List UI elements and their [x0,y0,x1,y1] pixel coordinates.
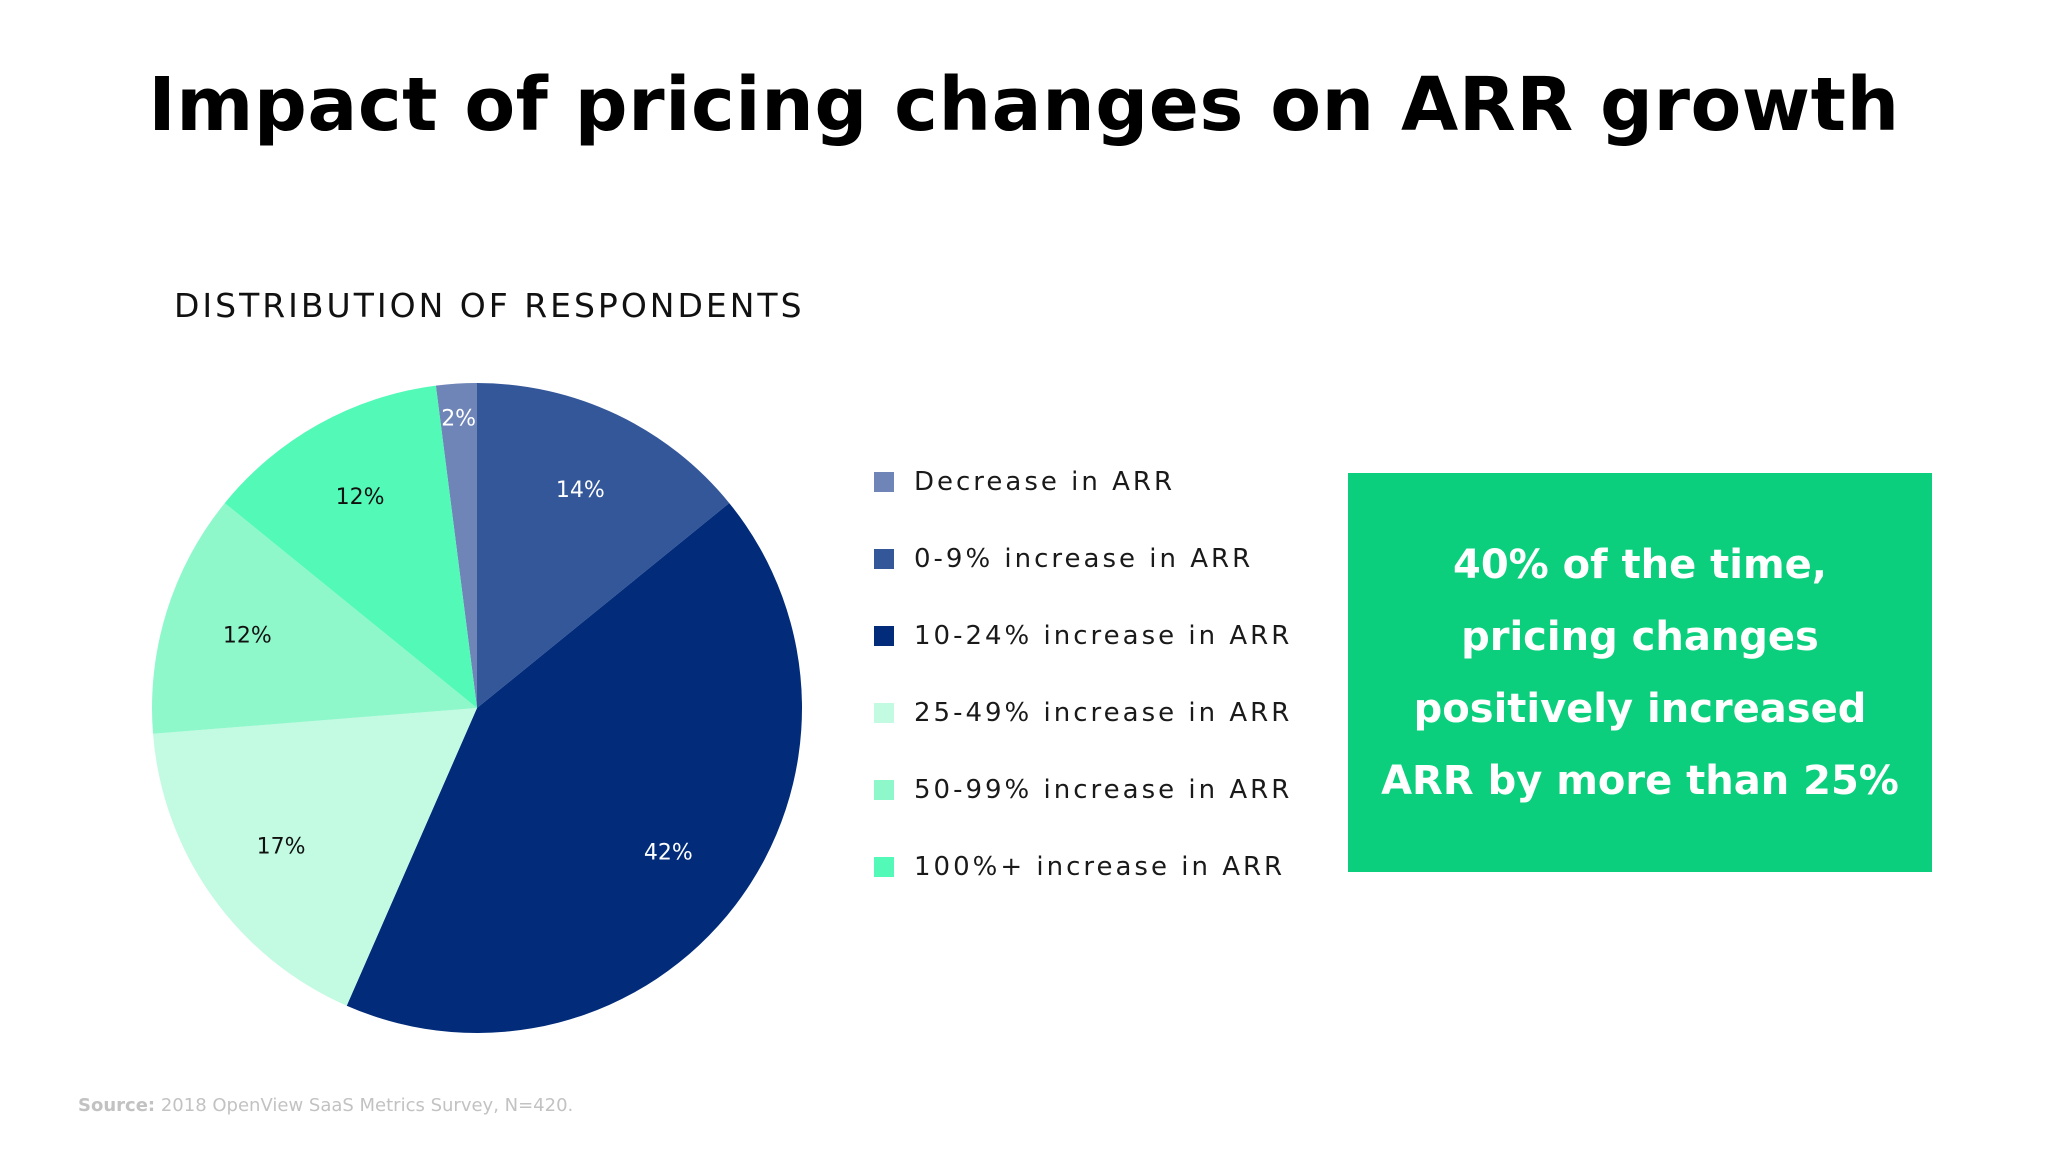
legend-item: Decrease in ARR [874,462,1374,502]
pie-slice [435,383,477,708]
legend-item: 10-24% increase in ARR [874,616,1374,656]
legend-item: 25-49% increase in ARR [874,693,1374,733]
source-label: Source: [78,1095,156,1116]
callout-line: positively increased [1413,685,1867,732]
callout-text: 40% of the time, pricing changes positivel… [1381,529,1899,817]
legend-label: 10-24% increase in ARR [914,621,1293,651]
legend-label: 0-9% increase in ARR [914,544,1254,574]
legend-label: Decrease in ARR [914,467,1176,497]
callout-box: 40% of the time, pricing changes positivel… [1348,473,1932,872]
callout-line: ARR by more than 25% [1381,757,1899,804]
slice-data-label: 2% [441,406,476,431]
chart-heading: DISTRIBUTION OF RESPONDENTS [174,286,805,325]
pie-slice [152,503,478,734]
pie-slice [477,383,730,708]
page-title: Impact of pricing changes on ARR growth [148,62,1900,148]
legend-label: 50-99% increase in ARR [914,775,1293,805]
slice-data-label: 12% [336,485,385,510]
pie-slice [224,385,477,708]
pie-slice [346,503,802,1033]
legend-item: 100%+ increase in ARR [874,847,1374,887]
legend-swatch [874,626,894,646]
legend-swatch [874,472,894,492]
slice-data-label: 17% [257,835,306,860]
legend-swatch [874,703,894,723]
pie-slice [153,708,477,1006]
slice-data-label: 14% [556,478,605,503]
source-note: Source: 2018 OpenView SaaS Metrics Surve… [78,1095,573,1116]
source-text: 2018 OpenView SaaS Metrics Survey, N=420… [160,1095,574,1116]
slice-data-label: 12% [223,624,272,649]
legend-swatch [874,549,894,569]
legend-label: 25-49% increase in ARR [914,698,1293,728]
legend-item: 50-99% increase in ARR [874,770,1374,810]
legend-swatch [874,857,894,877]
legend-swatch [874,780,894,800]
callout-line: pricing changes [1461,613,1819,660]
slice-data-label: 42% [644,841,693,866]
legend-item: 0-9% increase in ARR [874,539,1374,579]
callout-line: 40% of the time, [1453,541,1827,588]
legend-label: 100%+ increase in ARR [914,852,1286,882]
